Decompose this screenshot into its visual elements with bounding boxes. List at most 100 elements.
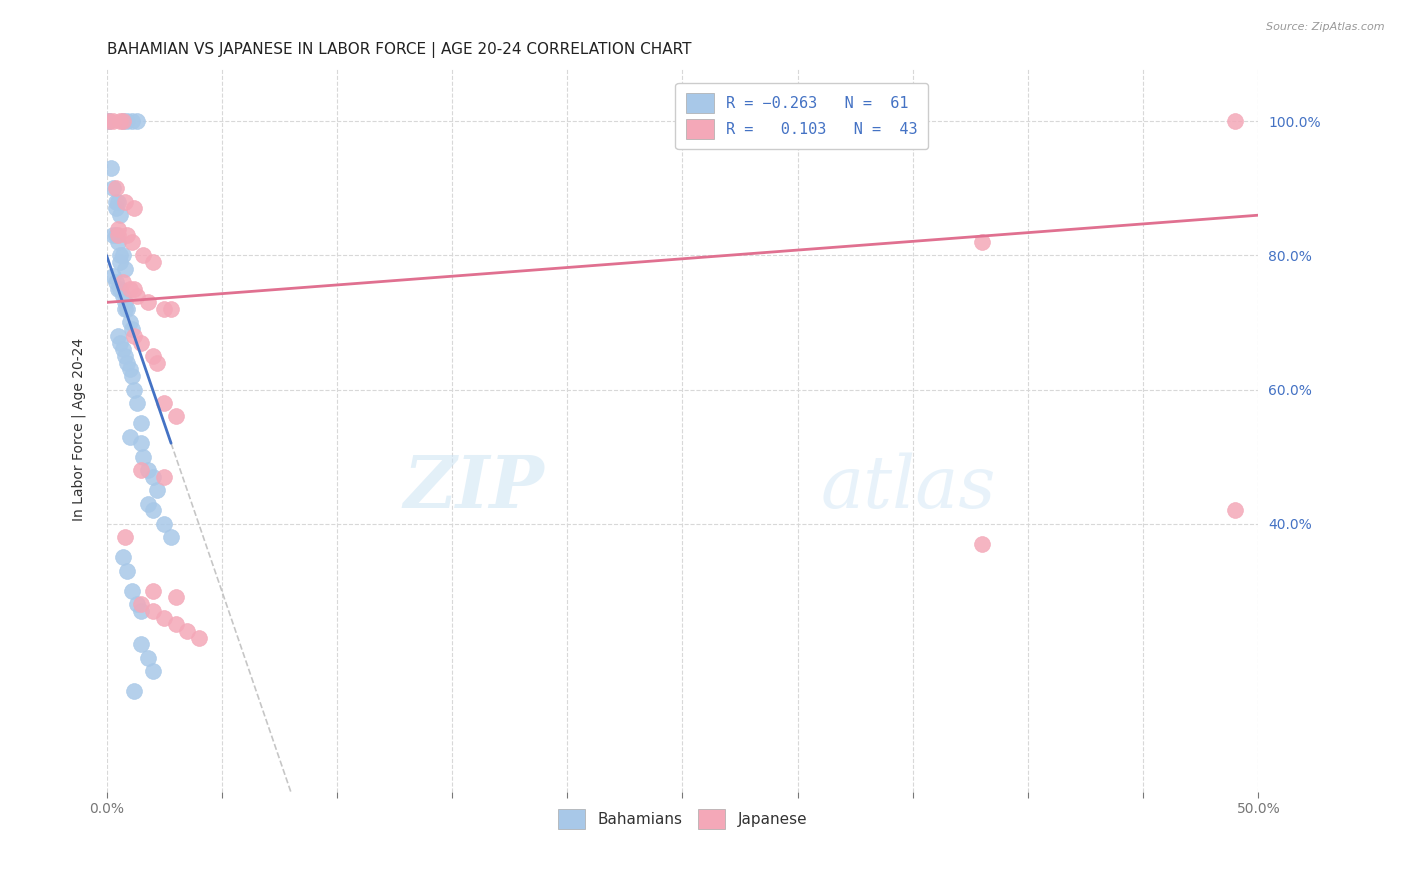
Point [118,316,141,330]
Point [142,503,165,517]
Point [103,181,125,195]
Point [114,302,136,317]
Point [125,597,148,611]
Point [146,356,169,370]
Point [153,516,176,531]
Point [136,650,159,665]
Point [122,383,145,397]
Point [107,282,129,296]
Point [114,349,136,363]
Point [153,610,176,624]
Point [107,228,129,243]
Point [110,208,132,222]
Point [111,343,134,357]
Point [110,255,132,269]
Point [111,114,134,128]
Point [117,228,139,243]
Point [117,356,139,370]
Point [121,369,143,384]
Point [1225,114,1247,128]
Point [142,469,165,483]
Point [107,221,129,235]
Point [110,114,132,128]
Text: atlas: atlas [821,452,997,523]
Point [104,228,127,243]
Point [103,114,125,128]
Point [121,322,143,336]
Point [103,228,125,243]
Point [129,463,152,477]
Point [118,362,141,376]
Point [160,302,183,317]
Point [136,295,159,310]
Point [165,409,187,424]
Point [129,416,152,430]
Point [129,637,152,651]
Point [100,161,122,176]
Point [104,181,127,195]
Point [104,275,127,289]
Point [129,436,152,450]
Point [114,530,136,544]
Point [117,564,139,578]
Point [111,248,134,262]
Point [121,114,143,128]
Point [142,604,165,618]
Legend: Bahamians, Japanese: Bahamians, Japanese [551,803,813,835]
Y-axis label: In Labor Force | Age 20-24: In Labor Force | Age 20-24 [72,338,86,521]
Point [103,268,125,283]
Point [153,396,176,410]
Point [111,275,134,289]
Point [122,282,145,296]
Point [136,497,159,511]
Point [107,194,129,209]
Point [121,583,143,598]
Point [97,114,120,128]
Point [122,202,145,216]
Point [97,114,120,128]
Point [114,295,136,310]
Point [970,235,993,249]
Point [129,335,152,350]
Point [114,261,136,276]
Point [142,349,165,363]
Point [107,329,129,343]
Point [970,537,993,551]
Point [122,329,145,343]
Point [142,583,165,598]
Point [142,255,165,269]
Point [111,288,134,302]
Point [111,550,134,565]
Point [132,248,155,262]
Point [129,604,152,618]
Point [97,114,120,128]
Point [110,282,132,296]
Point [176,624,198,638]
Point [132,450,155,464]
Point [153,302,176,317]
Point [104,194,127,209]
Text: Source: ZipAtlas.com: Source: ZipAtlas.com [1267,22,1385,32]
Point [121,235,143,249]
Point [129,597,152,611]
Point [165,617,187,632]
Point [114,194,136,209]
Point [118,429,141,443]
Point [136,463,159,477]
Point [187,631,209,645]
Point [125,288,148,302]
Point [111,114,134,128]
Point [118,282,141,296]
Point [117,114,139,128]
Point [165,591,187,605]
Point [153,469,176,483]
Point [146,483,169,498]
Point [1225,503,1247,517]
Text: BAHAMIAN VS JAPANESE IN LABOR FORCE | AGE 20-24 CORRELATION CHART: BAHAMIAN VS JAPANESE IN LABOR FORCE | AG… [107,42,692,58]
Point [160,530,183,544]
Point [125,396,148,410]
Point [107,235,129,249]
Point [104,202,127,216]
Text: ZIP: ZIP [404,452,544,524]
Point [125,114,148,128]
